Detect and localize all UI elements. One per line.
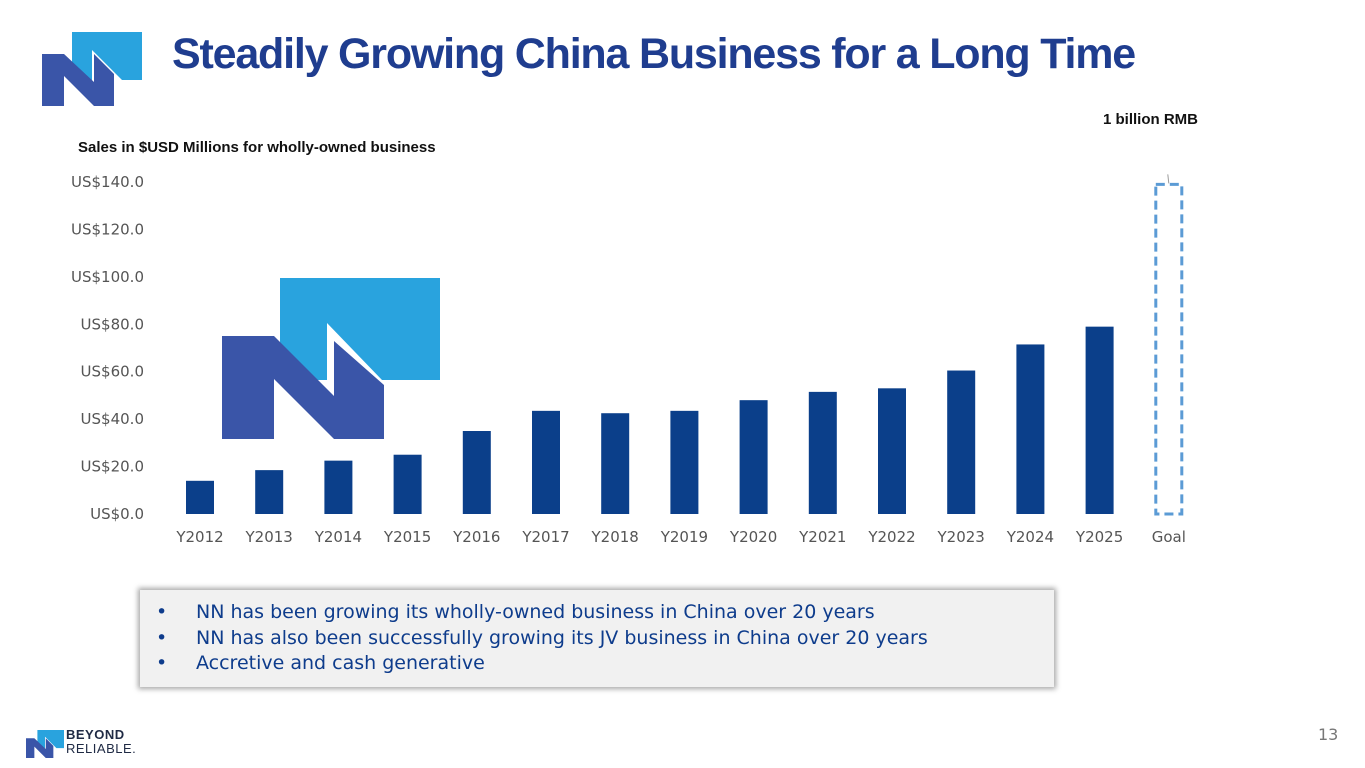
- bar-y2024: [1016, 344, 1045, 514]
- footer-brand: BEYOND RELIABLE.: [26, 727, 166, 759]
- bar-y2013: [255, 470, 284, 514]
- bar-y2018: [601, 413, 630, 514]
- y-tick-label: US$120.0: [71, 220, 144, 238]
- brand-line-2: RELIABLE.: [66, 741, 137, 756]
- bar-y2017: [532, 410, 560, 514]
- x-tick-label: Y2024: [1006, 528, 1054, 546]
- y-tick-label: US$40.0: [81, 410, 144, 428]
- nn-logo-icon: [42, 32, 142, 106]
- y-tick-label: US$140.0: [71, 173, 144, 191]
- page-title: Steadily Growing China Business for a Lo…: [172, 30, 1136, 78]
- x-tick-label: Y2022: [867, 528, 915, 546]
- y-tick-label: US$20.0: [81, 458, 144, 476]
- bar-y2015: [393, 454, 422, 514]
- x-tick-label: Y2012: [175, 528, 223, 546]
- goal-bar: [1154, 182, 1184, 516]
- x-tick-label: Y2025: [1075, 528, 1123, 546]
- bar-y2022: [878, 388, 906, 514]
- x-tick-label: Y2018: [591, 528, 639, 546]
- y-tick-label: US$60.0: [81, 363, 144, 381]
- x-tick-label: Y2021: [798, 528, 846, 546]
- x-tick-label: Y2015: [383, 528, 431, 546]
- bullet-item: NN has also been successfully growing it…: [156, 626, 1054, 652]
- nn-logo-watermark-icon: [222, 278, 440, 439]
- y-tick-label: US$0.0: [90, 505, 144, 523]
- bar-y2020: [739, 400, 768, 514]
- x-tick-label: Y2017: [521, 528, 569, 546]
- bullet-item: NN has been growing its wholly-owned bus…: [156, 600, 1054, 626]
- bar-y2012: [186, 480, 214, 514]
- nn-small-logo-icon: [26, 729, 64, 759]
- x-tick-label: Y2019: [660, 528, 708, 546]
- bar-y2019: [670, 410, 699, 514]
- bar-y2023: [947, 370, 976, 514]
- bar-y2025: [1085, 326, 1114, 514]
- bar-y2016: [462, 431, 491, 514]
- bar-y2014: [324, 460, 353, 514]
- sales-bar-chart: US$0.0 US$20.0 US$40.0 US$60.0 US$80.0 US$100…: [71, 173, 1186, 546]
- x-tick-label: Y2014: [314, 528, 362, 546]
- y-tick-label: US$100.0: [71, 268, 144, 286]
- y-tick-label: US$80.0: [81, 315, 144, 333]
- x-tick-label: Y2020: [729, 528, 777, 546]
- chart-title: Sales in $USD Millions for wholly-owned …: [78, 139, 436, 156]
- x-tick-label: Y2013: [245, 528, 293, 546]
- x-tick-label: Y2023: [937, 528, 985, 546]
- goal-leader-line: [1167, 174, 1170, 184]
- x-tick-label: Goal: [1152, 528, 1186, 546]
- goal-annotation: 1 billion RMB: [1103, 111, 1198, 128]
- bar-y2021: [808, 391, 837, 514]
- key-points-box: NN has been growing its wholly-owned bus…: [140, 590, 1054, 687]
- page-number: 13: [1318, 725, 1339, 744]
- x-tick-label: Y2016: [452, 528, 500, 546]
- bullet-item: Accretive and cash generative: [156, 651, 1054, 677]
- brand-line-1: BEYOND: [66, 727, 125, 742]
